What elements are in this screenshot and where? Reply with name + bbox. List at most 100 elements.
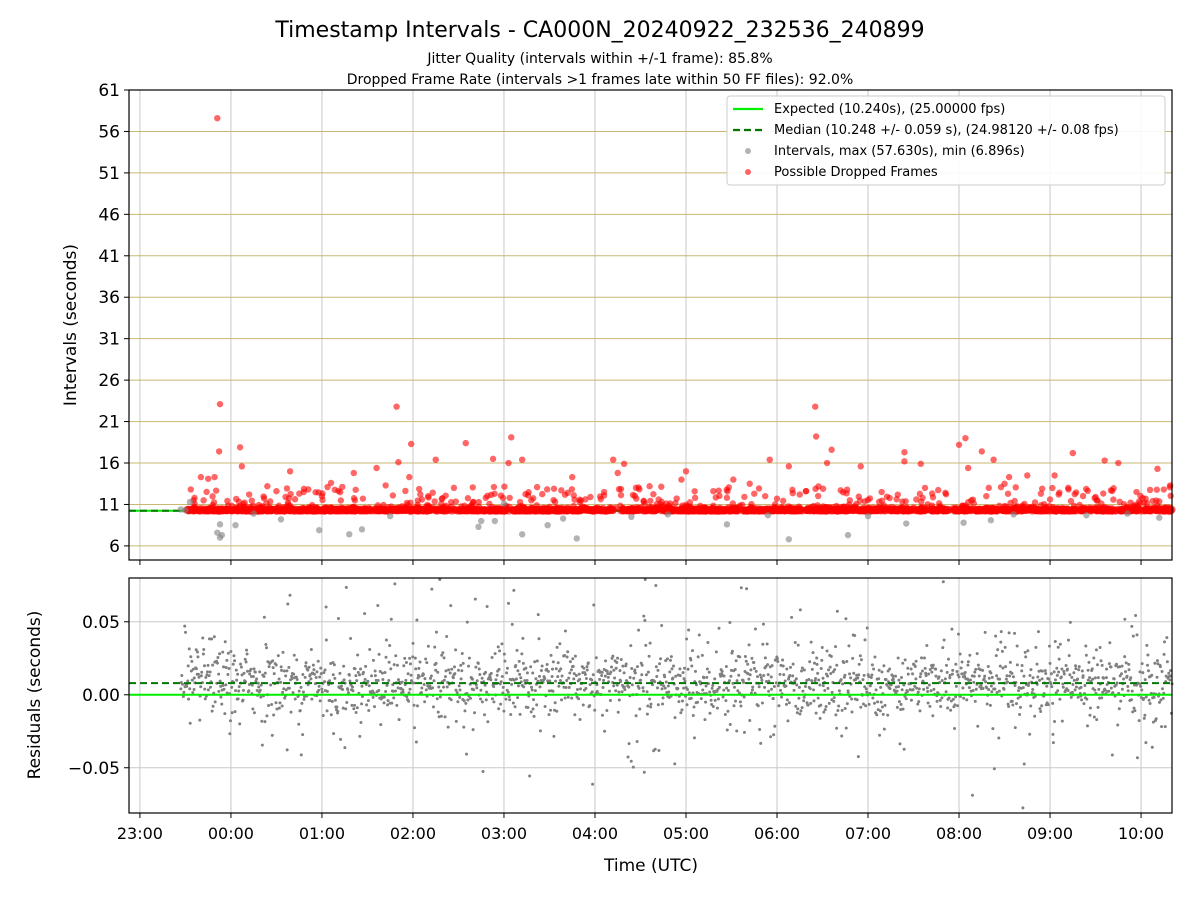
residual-point: [904, 658, 907, 661]
residual-point: [917, 700, 920, 703]
residual-point: [514, 664, 517, 667]
residual-point: [550, 654, 553, 657]
dropped-frame-point: [878, 489, 884, 495]
residual-point: [1144, 741, 1147, 744]
dropped-frame-point: [570, 503, 576, 509]
residuals-y-tick-label: 0.00: [82, 686, 120, 706]
x-tick-label: 03:00: [481, 824, 527, 843]
dropped-frame-point: [771, 504, 777, 510]
residual-point: [894, 675, 897, 678]
residual-point: [850, 698, 853, 701]
dropped-frame-point: [338, 505, 344, 511]
residual-point: [423, 700, 426, 703]
residual-point: [394, 654, 397, 657]
dropped-frame-point: [621, 461, 627, 467]
residual-point: [436, 697, 439, 700]
residual-point: [991, 727, 994, 730]
residual-point: [332, 673, 335, 676]
residual-point: [230, 686, 233, 689]
residual-point: [564, 697, 567, 700]
residual-point: [412, 681, 415, 684]
residual-point: [231, 711, 234, 714]
residual-point: [212, 705, 215, 708]
residual-point: [1063, 672, 1066, 675]
residual-point: [1058, 658, 1061, 661]
dropped-frame-point: [287, 468, 293, 474]
residual-point: [217, 673, 220, 676]
residual-point: [479, 689, 482, 692]
residual-point: [372, 659, 375, 662]
residual-point: [482, 770, 485, 773]
residual-point: [1083, 684, 1086, 687]
residual-point: [880, 670, 883, 673]
dropped-frame-point: [200, 497, 206, 503]
residual-point: [1060, 676, 1063, 679]
dropped-frame-point: [1055, 491, 1061, 497]
dropped-frame-point: [724, 495, 730, 501]
residual-point: [295, 658, 298, 661]
residual-point: [1124, 670, 1127, 673]
residual-point: [364, 665, 367, 668]
residual-point: [547, 713, 550, 716]
residual-point: [882, 664, 885, 667]
residual-point: [521, 637, 524, 640]
residual-point: [705, 685, 708, 688]
residual-point: [796, 707, 799, 710]
residual-point: [526, 671, 529, 674]
dropped-frame-point: [1060, 505, 1066, 511]
residual-point: [446, 686, 449, 689]
residual-point: [582, 667, 585, 670]
residual-point: [409, 662, 412, 665]
residual-point: [947, 658, 950, 661]
residual-point: [1055, 667, 1058, 670]
residual-point: [1050, 685, 1053, 688]
residual-point: [516, 696, 519, 699]
residual-point: [735, 659, 738, 662]
residual-point: [993, 688, 996, 691]
dropped-frame-point: [710, 503, 716, 509]
residual-point: [383, 701, 386, 704]
dropped-frame-point: [847, 497, 853, 503]
residual-point: [561, 675, 564, 678]
residual-point: [714, 699, 717, 702]
residual-point: [646, 713, 649, 716]
residual-point: [1016, 663, 1019, 666]
dropped-frame-point: [616, 486, 622, 492]
residual-point: [667, 684, 670, 687]
dropped-frame-point: [395, 459, 401, 465]
residual-point: [288, 594, 291, 597]
residual-point: [393, 663, 396, 666]
dropped-frame-point: [1162, 504, 1168, 510]
residual-point: [300, 753, 303, 756]
dropped-frame-point: [1095, 504, 1101, 510]
residual-point: [605, 709, 608, 712]
residual-point: [637, 629, 640, 632]
residual-point: [381, 678, 384, 681]
residual-point: [925, 674, 928, 677]
residual-point: [770, 688, 773, 691]
residual-point: [251, 707, 254, 710]
residual-point: [1100, 659, 1103, 662]
residual-point: [995, 654, 998, 657]
residual-point: [1091, 678, 1094, 681]
dropped-frame-point: [990, 457, 996, 463]
residual-point: [655, 665, 658, 668]
interval-point: [960, 519, 966, 525]
residual-point: [372, 696, 375, 699]
dropped-frame-point: [922, 485, 928, 491]
residual-point: [761, 702, 764, 705]
residual-point: [873, 656, 876, 659]
dropped-frame-point: [534, 484, 540, 490]
residual-point: [1099, 646, 1102, 649]
dropped-frame-point: [519, 457, 525, 463]
residual-point: [882, 713, 885, 716]
residual-point: [987, 688, 990, 691]
residual-point: [485, 691, 488, 694]
residual-point: [928, 705, 931, 708]
residual-point: [227, 652, 230, 655]
residual-point: [389, 667, 392, 670]
residual-point: [911, 672, 914, 675]
residual-point: [703, 718, 706, 721]
residual-point: [321, 690, 324, 693]
